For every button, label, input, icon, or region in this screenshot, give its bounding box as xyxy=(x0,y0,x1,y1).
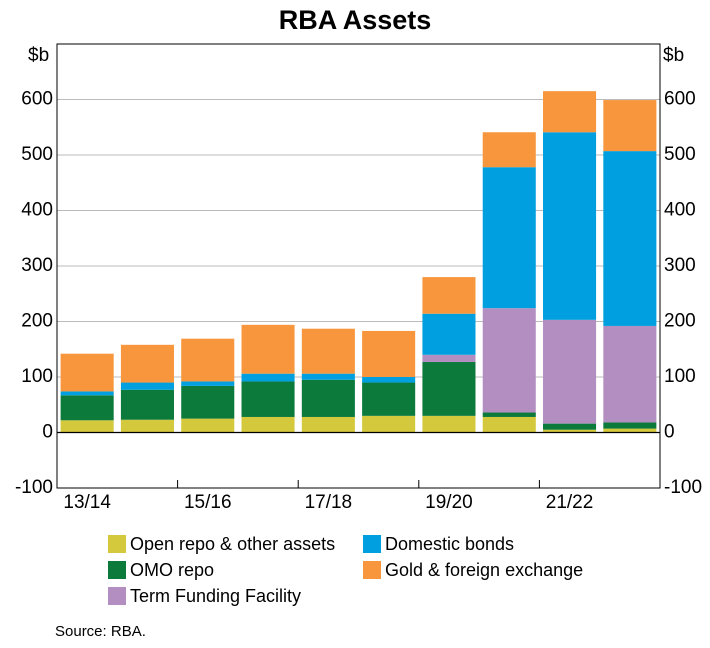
legend-swatch xyxy=(363,561,381,579)
legend-label: Domestic bonds xyxy=(385,534,514,554)
plot-frame xyxy=(56,43,661,489)
y-tick-label: 600 xyxy=(21,89,53,110)
y-tick-label: 300 xyxy=(21,255,53,276)
bar-segment xyxy=(482,308,536,413)
legend-label: Open repo & other assets xyxy=(130,534,335,554)
legend-swatch xyxy=(108,535,126,553)
bar-segment xyxy=(422,277,476,314)
y2-tick-label: 500 xyxy=(664,144,696,165)
bar-segment xyxy=(543,423,597,430)
x-tick-label: 17/18 xyxy=(305,492,353,513)
bar-segment xyxy=(482,416,536,433)
bar-segment xyxy=(543,319,597,424)
y-tick-label: 100 xyxy=(21,366,53,387)
bar-segment xyxy=(181,385,235,419)
bar-segment xyxy=(422,362,476,416)
bar-segment xyxy=(60,353,114,392)
bar-segment xyxy=(422,354,476,363)
bar-segment xyxy=(241,381,295,417)
y-unit-right: $b xyxy=(663,45,684,66)
bar-segment xyxy=(241,324,295,374)
bar-segment xyxy=(543,91,597,133)
bar-segment xyxy=(120,389,174,420)
bar-segment xyxy=(422,313,476,355)
legend-label: Term Funding Facility xyxy=(130,586,301,606)
y2-tick-label: 200 xyxy=(664,311,696,332)
bar-segment xyxy=(603,428,657,433)
bar-segment xyxy=(362,382,416,416)
bar-segment xyxy=(422,415,476,433)
legend-label: OMO repo xyxy=(130,560,214,580)
legend-swatch xyxy=(363,535,381,553)
y-unit-left: $b xyxy=(28,45,49,66)
bar-segment xyxy=(301,373,355,380)
bar-segment xyxy=(301,416,355,433)
bar-segment xyxy=(603,325,657,423)
y2-tick-label: 100 xyxy=(664,366,696,387)
bar-segment xyxy=(120,344,174,383)
bar-segment xyxy=(482,167,536,309)
bar-segment xyxy=(181,418,235,433)
bar-segment xyxy=(362,415,416,433)
y-tick-label: 0 xyxy=(42,422,53,443)
bar-segment xyxy=(301,379,355,417)
y2-tick-label: 600 xyxy=(664,89,696,110)
chart-title: RBA Assets xyxy=(279,5,432,35)
y-tick-label: 500 xyxy=(21,144,53,165)
bar-segment xyxy=(60,391,114,396)
y-tick-label: 400 xyxy=(21,200,53,221)
bar-segment xyxy=(301,328,355,374)
bar-segment xyxy=(482,412,536,417)
bar-segment xyxy=(60,395,114,421)
y2-tick-label: 400 xyxy=(664,200,696,221)
bar-segment xyxy=(362,330,416,377)
bar-segment xyxy=(543,429,597,433)
bar-segment xyxy=(120,382,174,390)
source-note: Source: RBA. xyxy=(55,623,146,640)
y2-tick-label: -100 xyxy=(664,477,702,498)
legend-label: Gold & foreign exchange xyxy=(385,560,583,580)
bar-segment xyxy=(60,420,114,433)
bar-segment xyxy=(362,377,416,383)
y2-tick-label: 300 xyxy=(664,255,696,276)
legend-swatch xyxy=(108,587,126,605)
x-tick-label: 15/16 xyxy=(184,492,232,513)
x-tick-label: 13/14 xyxy=(63,492,111,513)
bar-segment xyxy=(181,381,235,386)
y-tick-label: 200 xyxy=(21,311,53,332)
x-tick-label: 21/22 xyxy=(546,492,594,513)
bar-segment xyxy=(603,151,657,326)
bar-segment xyxy=(181,338,235,382)
x-tick-label: 19/20 xyxy=(425,492,473,513)
bar-segment xyxy=(241,416,295,433)
bar-segment xyxy=(482,132,536,168)
bar-segment xyxy=(603,100,657,152)
bar-segment xyxy=(120,419,174,433)
bar-segment xyxy=(543,132,597,320)
y2-tick-label: 0 xyxy=(664,422,675,443)
bar-segment xyxy=(603,422,657,429)
y-tick-label: -100 xyxy=(15,477,53,498)
legend-swatch xyxy=(108,561,126,579)
bar-segment xyxy=(241,373,295,382)
